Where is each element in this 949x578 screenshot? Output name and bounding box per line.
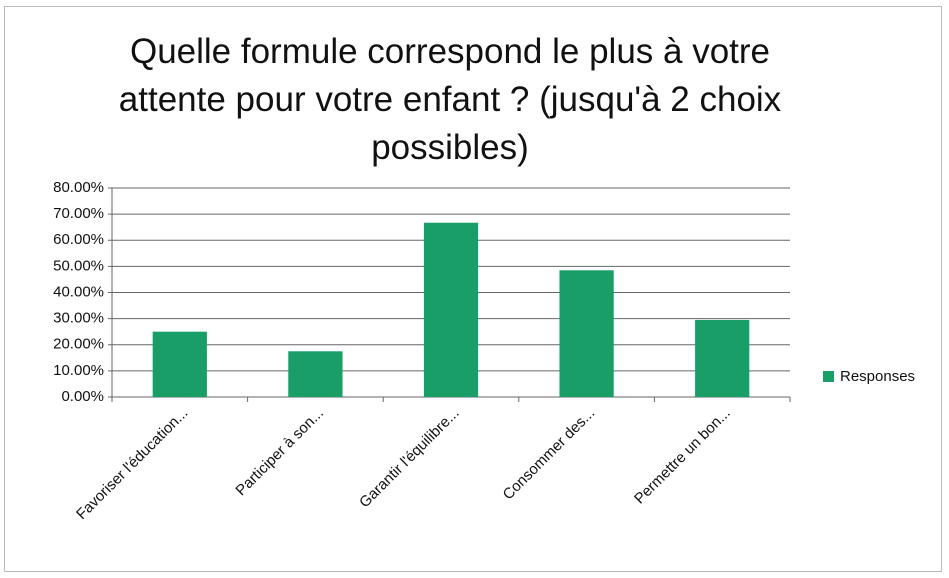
chart-frame [4, 6, 942, 572]
bar [559, 270, 614, 397]
y-tick-label: 20.00% [53, 336, 104, 353]
x-tick-label: Permettre un bon... [631, 405, 734, 508]
y-tick-label: 60.00% [53, 231, 104, 248]
legend-label: Responses [840, 368, 915, 385]
bar [288, 351, 343, 397]
x-tick-label: Favoriser l'éducation... [73, 405, 191, 523]
bar [152, 331, 207, 397]
y-tick-label: 50.00% [53, 257, 104, 274]
bar [423, 222, 479, 397]
y-tick-label: 80.00% [53, 179, 104, 196]
y-tick-label: 70.00% [53, 205, 104, 222]
y-tick-label: 40.00% [53, 283, 104, 300]
y-tick-label: 30.00% [53, 310, 104, 327]
y-tick-label: 0.00% [61, 388, 104, 405]
x-tick-label: Garantir l'équilibre... [356, 405, 463, 512]
x-tick-label: Participer à son... [232, 405, 327, 500]
x-tick-label: Consommer des... [500, 405, 599, 504]
legend-swatch [823, 371, 834, 382]
y-tick-label: 10.00% [53, 362, 104, 379]
chart-title: Quelle formule correspond le plus à votr… [118, 32, 782, 167]
bar [695, 319, 750, 397]
